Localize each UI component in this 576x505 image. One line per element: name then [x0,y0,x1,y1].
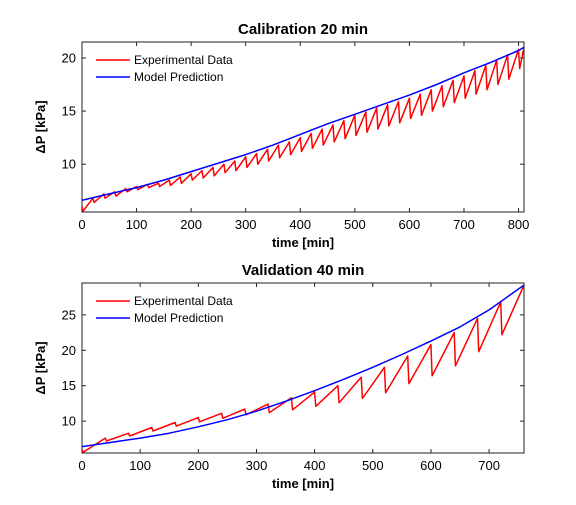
x-tick-label: 500 [362,458,384,473]
legend-label: Experimental Data [134,294,233,308]
y-tick-label: 10 [62,157,76,172]
x-tick-label: 600 [420,458,442,473]
x-tick-label: 200 [180,217,202,232]
x-tick-label: 0 [78,217,85,232]
x-tick-label: 100 [126,217,148,232]
legend-box [89,290,251,328]
x-tick-label: 400 [289,217,311,232]
legend-label: Model Prediction [134,311,223,325]
y-axis-label: ΔP [kPa] [33,341,48,394]
experimental-dataline [82,47,524,212]
y-tick-label: 10 [62,414,76,429]
legend-label: Model Prediction [134,70,223,84]
y-tick-label: 20 [62,50,76,65]
model-predictionline [82,284,524,448]
legend-label: Experimental Data [134,53,233,67]
legend-box [89,49,251,87]
chart-title: Calibration 20 min [238,21,368,38]
y-tick-label: 20 [62,343,76,358]
x-tick-label: 200 [187,458,209,473]
x-tick-label: 100 [129,458,151,473]
x-axis-label: time [min] [272,235,334,250]
plot-series-group [82,46,524,212]
x-axis-label: time [min] [272,476,334,491]
x-tick-label: 300 [246,458,268,473]
x-tick-label: 0 [78,458,85,473]
x-tick-label: 600 [399,217,421,232]
chart-panel-1: Calibration 20 min 0 100 200 300 400 500 600 700… [33,21,529,250]
chart-panel-2: Validation 40 min 0 100 200 300 400 500 600 700 1… [33,262,525,491]
x-tick-label: 300 [235,217,257,232]
legend: Experimental Data Model Prediction [89,49,251,87]
x-tick-label: 500 [344,217,366,232]
y-tick-label: 15 [62,104,76,119]
plot-series-group [82,284,524,453]
y-axis-label: ΔP [kPa] [33,100,48,153]
y-tick-label: 15 [62,378,76,393]
model-predictionline [82,46,524,202]
legend: Experimental Data Model Prediction [89,290,251,328]
x-tick-label: 800 [508,217,530,232]
experimental-dataline [82,284,524,453]
x-tick-label: 400 [304,458,326,473]
x-tick-label: 700 [478,458,500,473]
chart-title: Validation 40 min [242,262,365,279]
y-tick-label: 25 [62,307,76,322]
x-tick-label: 700 [453,217,475,232]
